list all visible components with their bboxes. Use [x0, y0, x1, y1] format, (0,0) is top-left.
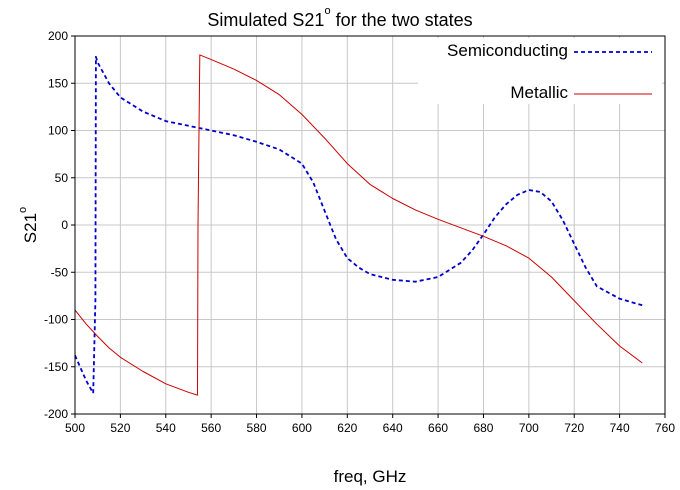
x-tick-label: 580 — [247, 421, 267, 435]
legend-label-metallic: Metallic — [510, 83, 568, 102]
y-tick-label: -150 — [44, 360, 68, 374]
y-tick-label: -200 — [44, 407, 68, 421]
y-axis-label-main: S21 — [21, 213, 40, 243]
x-tick-label: 760 — [655, 421, 675, 435]
chart-title: Simulated S21o for the two states — [207, 5, 472, 30]
y-tick-label: -50 — [51, 265, 69, 279]
x-tick-label: 600 — [292, 421, 312, 435]
x-tick-label: 520 — [110, 421, 130, 435]
plot-frame — [74, 35, 666, 415]
chart-title-degree: o — [324, 5, 330, 17]
legend-label-semiconducting: Semiconducting — [447, 41, 568, 60]
x-tick-label: 740 — [610, 421, 630, 435]
legend: Semiconducting Metallic — [447, 41, 652, 102]
legend-background — [418, 38, 662, 104]
y-tick-label: -100 — [44, 313, 68, 327]
x-tick-label: 680 — [473, 421, 493, 435]
y-axis-label: S21o — [17, 207, 40, 243]
x-tick-label: 620 — [337, 421, 357, 435]
x-axis-label: freq, GHz — [334, 467, 407, 486]
x-tick-label: 720 — [564, 421, 584, 435]
chart-title-main: Simulated S21 — [207, 10, 324, 30]
x-tick-label: 660 — [428, 421, 448, 435]
y-axis-ticks: -200 -150 -100 -50 0 50 100 150 200 — [44, 29, 75, 421]
y-tick-label: 50 — [55, 171, 69, 185]
y-axis-label-degree: o — [17, 207, 29, 213]
x-tick-label: 700 — [519, 421, 539, 435]
x-tick-label: 540 — [156, 421, 176, 435]
series-line-metallic — [74, 54, 643, 396]
x-tick-label: 500 — [65, 421, 85, 435]
x-tick-label: 640 — [383, 421, 403, 435]
y-tick-label: 100 — [48, 124, 68, 138]
chart-title-suffix: for the two states — [331, 10, 473, 30]
y-tick-label: 150 — [48, 76, 68, 90]
x-tick-label: 560 — [201, 421, 221, 435]
x-axis-ticks: 500 520 540 560 580 600 620 640 660 680 700 720 740 7… — [65, 414, 675, 435]
series-group — [74, 54, 643, 396]
y-tick-label: 200 — [48, 29, 68, 43]
y-tick-label: 0 — [61, 218, 68, 232]
